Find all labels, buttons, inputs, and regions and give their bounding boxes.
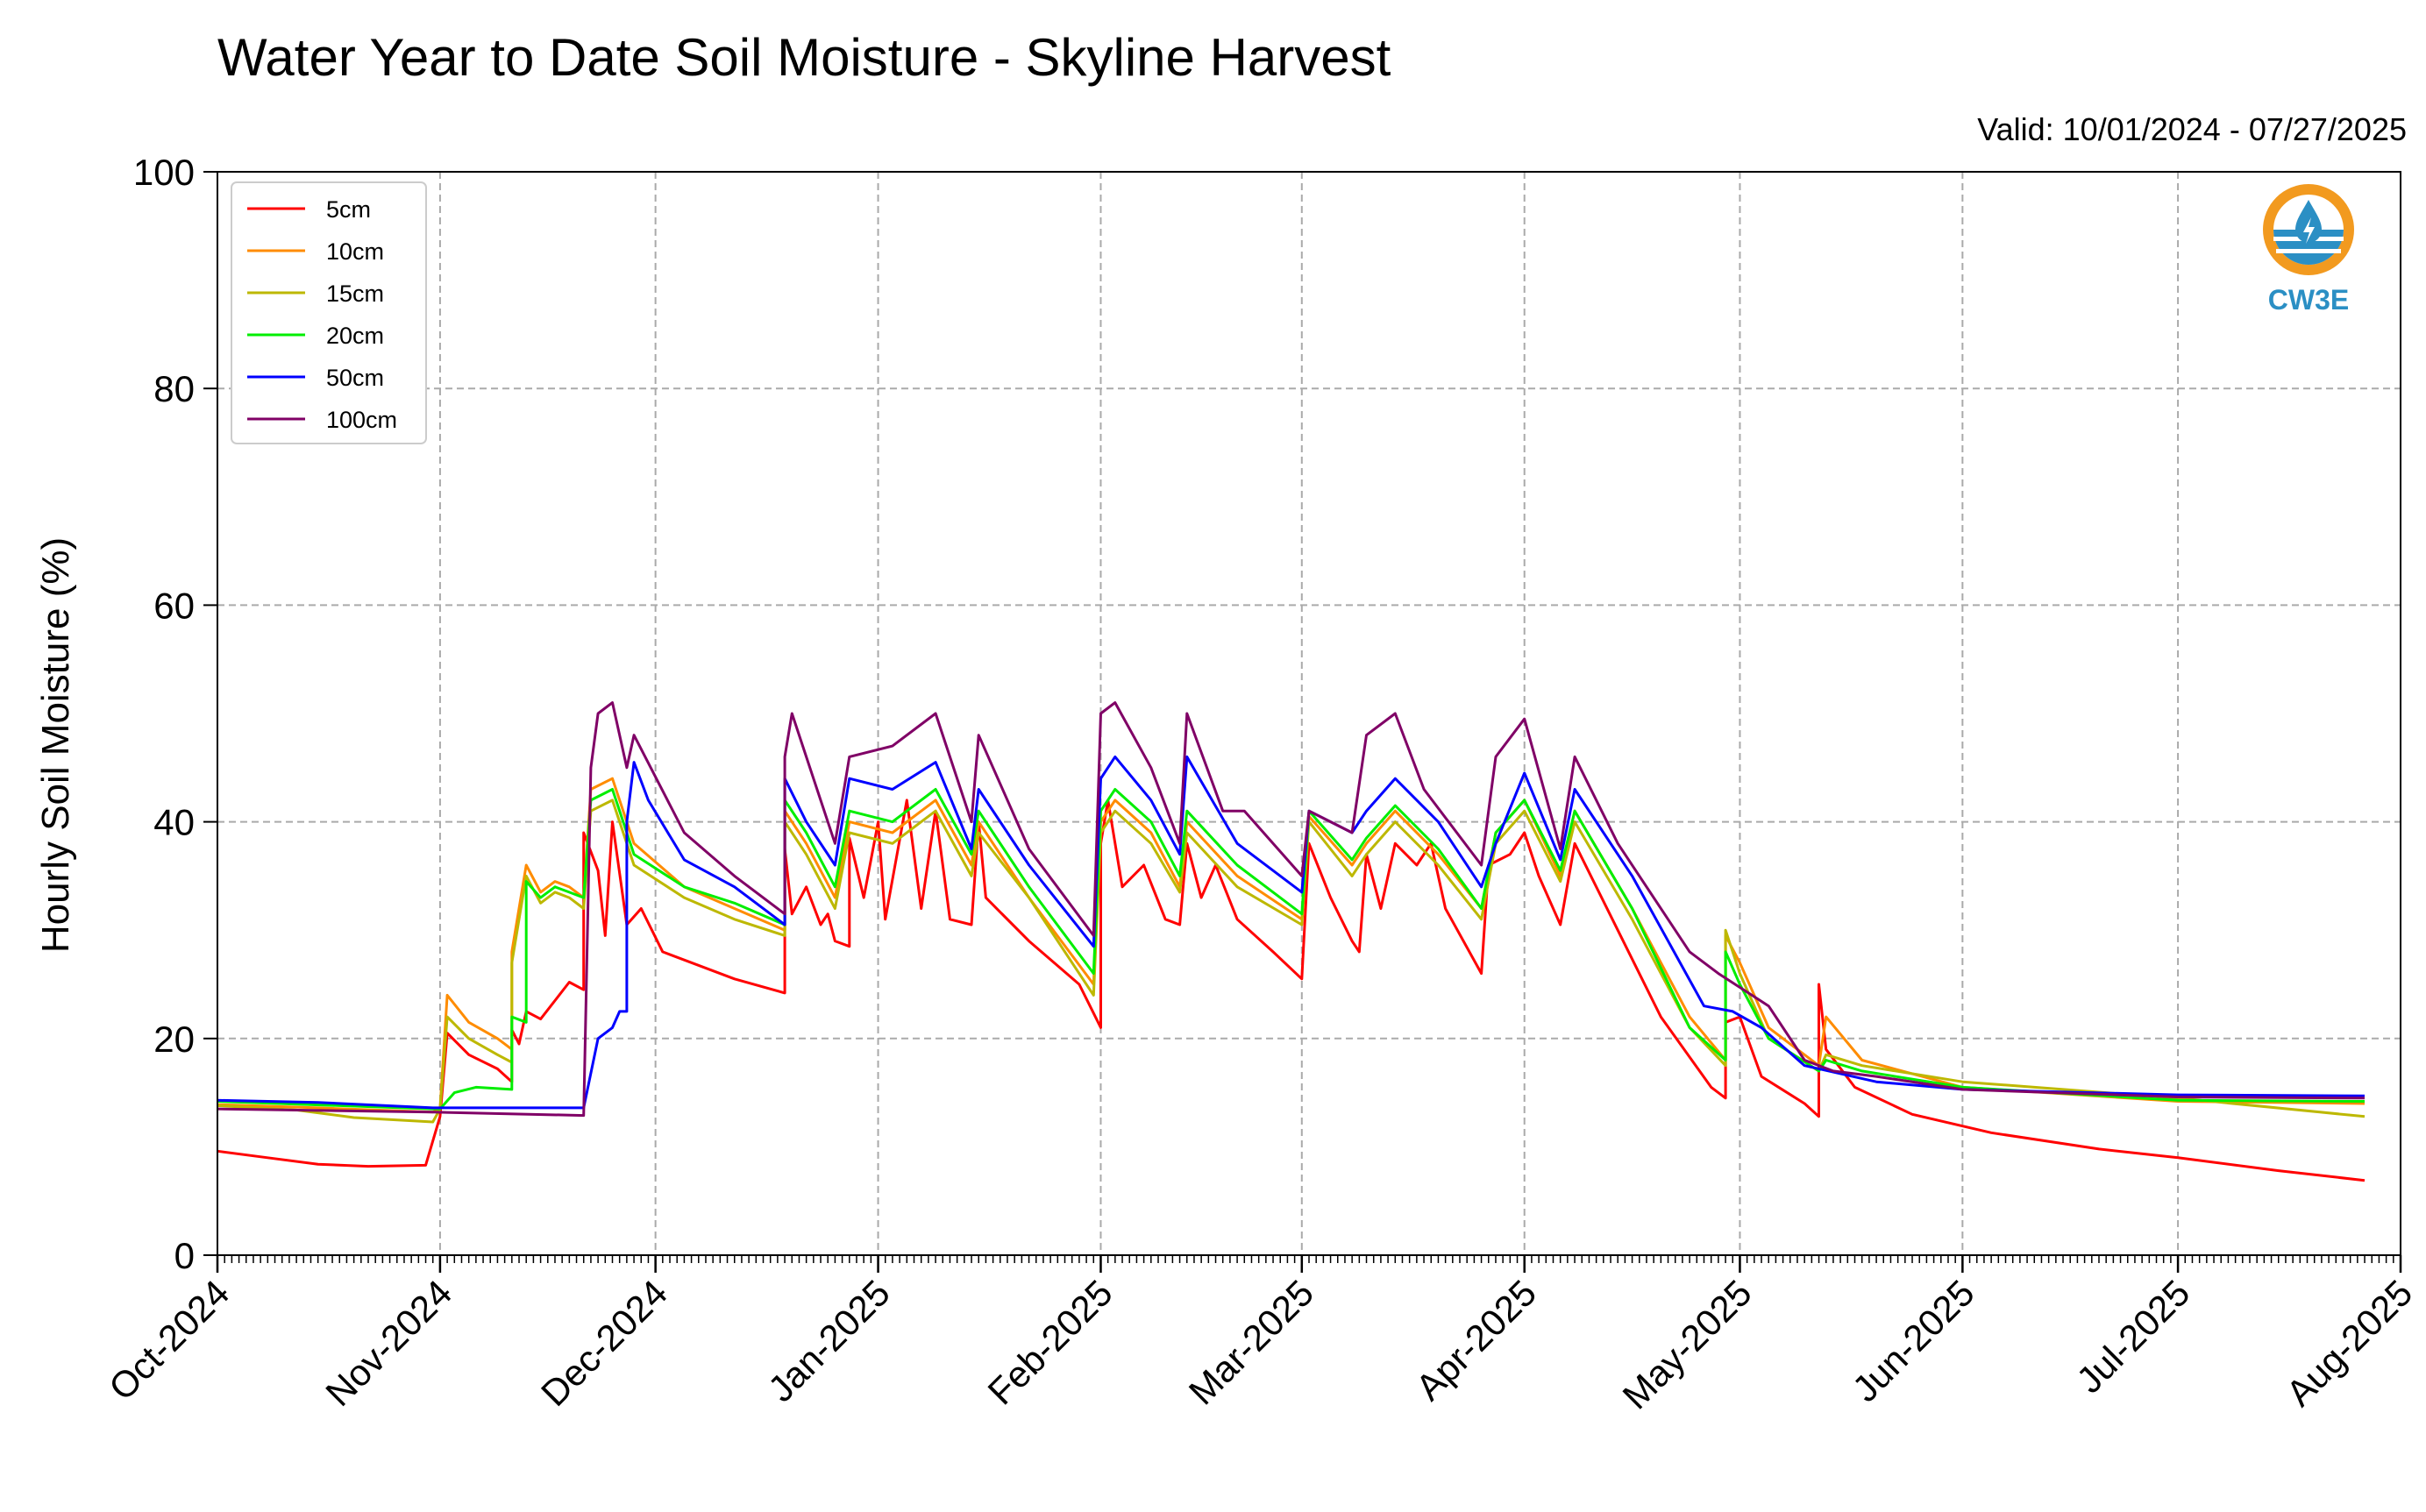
series-line-50cm xyxy=(217,755,2366,1110)
series-line-10cm xyxy=(217,777,2366,1114)
series-line-100cm xyxy=(217,701,2366,1118)
y-axis: 0 20 40 60 80 100 xyxy=(133,152,217,1276)
x-tick-label: Feb-2025 xyxy=(979,1272,1120,1412)
y-tick-label: 100 xyxy=(133,152,195,193)
legend-label-5cm: 5cm xyxy=(326,196,371,223)
x-tick-label: Jun-2025 xyxy=(1845,1272,1982,1409)
legend-label-20cm: 20cm xyxy=(326,323,384,349)
cw3e-logo: CW3E xyxy=(2263,184,2354,316)
x-tick-label: Dec-2024 xyxy=(533,1272,675,1414)
y-tick-label: 20 xyxy=(153,1019,195,1060)
series-line-5cm xyxy=(217,799,2366,1182)
legend-label-15cm: 15cm xyxy=(326,280,384,307)
x-tick-label: Jan-2025 xyxy=(760,1272,898,1409)
x-tick-label: Jul-2025 xyxy=(2068,1272,2197,1401)
legend-label-50cm: 50cm xyxy=(326,365,384,391)
x-axis: Oct-2024 Nov-2024 Dec-2024 Jan-2025 Feb-2025… xyxy=(101,1255,2420,1416)
chart-title: Water Year to Date Soil Moisture - Skyli… xyxy=(217,28,1391,87)
chart-subtitle: Valid: 10/01/2024 - 07/27/2025 xyxy=(1977,111,2407,147)
x-tick-label: Nov-2024 xyxy=(317,1272,459,1414)
legend: 5cm 10cm 15cm 20cm 50cm 100cm xyxy=(231,181,427,444)
legend-label-100cm: 100cm xyxy=(326,407,397,433)
legend-label-10cm: 10cm xyxy=(326,238,384,265)
cw3e-logo-icon xyxy=(2263,184,2354,275)
x-tick-label: Oct-2024 xyxy=(101,1272,237,1408)
x-tick-label: Apr-2025 xyxy=(1408,1272,1544,1408)
x-tick-label: Aug-2025 xyxy=(2278,1272,2420,1414)
series-line-20cm xyxy=(217,788,2366,1111)
logo-text: CW3E xyxy=(2268,284,2349,316)
y-tick-label: 0 xyxy=(174,1235,195,1276)
y-tick-label: 80 xyxy=(153,368,195,409)
series-lines xyxy=(217,701,2366,1182)
y-tick-label: 60 xyxy=(153,585,195,626)
x-tick-label: May-2025 xyxy=(1615,1272,1760,1416)
y-axis-label: Hourly Soil Moisture (%) xyxy=(34,537,77,953)
y-tick-label: 40 xyxy=(153,802,195,843)
x-tick-label: Mar-2025 xyxy=(1181,1272,1321,1412)
series-line-15cm xyxy=(217,799,2366,1124)
grid-lines xyxy=(217,172,2401,1255)
